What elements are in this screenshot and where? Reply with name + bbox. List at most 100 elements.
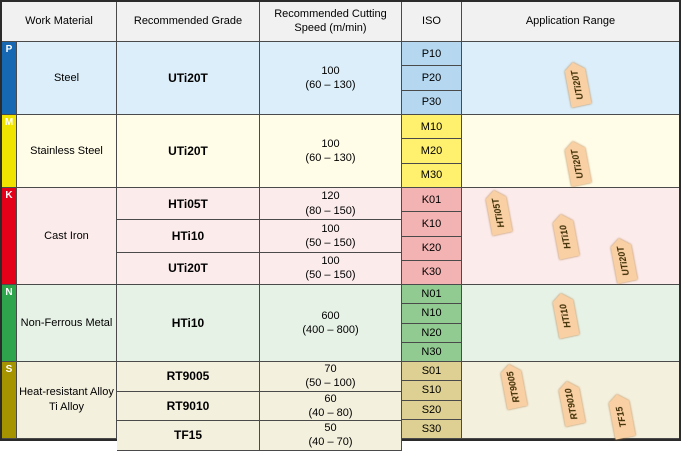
grade-cell: RT9010 bbox=[117, 391, 260, 422]
speed-value: 100 bbox=[321, 137, 340, 150]
grade-speed-block: HTi05T 120 (80 – 150) HTi10 100 (50 – 150) UTi… bbox=[117, 188, 402, 285]
grade-marker-HTi05T: HTi05T bbox=[483, 188, 514, 236]
cutting-speed-cell: 600 (400 – 800) bbox=[260, 285, 402, 362]
iso-cell-M20: M20 bbox=[402, 139, 462, 164]
grade-speed-block: UTi20T 100 (60 – 130) bbox=[117, 115, 402, 188]
grade-row: UTi20T 100 (60 – 130) bbox=[117, 42, 402, 115]
material-group-P: P Steel UTi20T 100 (60 – 130) P10 P20 P30 UTi20T bbox=[2, 42, 679, 115]
speed-value: 600 bbox=[321, 309, 340, 322]
speed-range: (40 – 80) bbox=[308, 406, 353, 419]
iso-class-tab-K: K bbox=[2, 188, 17, 285]
grade-cell: UTi20T bbox=[117, 252, 260, 285]
speed-value: 60 bbox=[324, 392, 337, 405]
grade-row: HTi10 600 (400 – 800) bbox=[117, 285, 402, 362]
iso-cell-N30: N30 bbox=[402, 342, 462, 362]
cutting-speed-cell: 70 (50 – 100) bbox=[260, 362, 402, 392]
table-header-row: Work Material Recommended Grade Recommen… bbox=[2, 2, 679, 42]
application-range-cell: UTi20T bbox=[462, 42, 679, 115]
iso-cell-N01: N01 bbox=[402, 285, 462, 305]
work-material-cell: Cast Iron bbox=[17, 188, 117, 285]
cutting-speed-cell: 100 (50 – 150) bbox=[260, 220, 402, 253]
iso-column: M10 M20 M30 bbox=[402, 115, 462, 188]
grade-marker-HTi10: HTi10 bbox=[550, 212, 581, 260]
grade-cell: HTi10 bbox=[117, 220, 260, 253]
cutting-speed-cell: 50 (40 – 70) bbox=[260, 421, 402, 451]
grade-marker-HTi10: HTi10 bbox=[550, 291, 581, 339]
speed-value: 120 bbox=[321, 190, 340, 203]
grade-row: UTi20T 100 (60 – 130) bbox=[117, 115, 402, 188]
iso-cell-N20: N20 bbox=[402, 323, 462, 343]
work-material-cell: Stainless Steel bbox=[17, 115, 117, 188]
grade-cell: UTi20T bbox=[117, 42, 260, 115]
iso-column: K01 K10 K20 K30 bbox=[402, 188, 462, 285]
grade-marker-UTi20T: UTi20T bbox=[562, 60, 593, 108]
speed-range: (60 – 130) bbox=[305, 79, 356, 91]
iso-cell-S10: S10 bbox=[402, 381, 462, 401]
work-material-cell: Steel bbox=[17, 42, 117, 115]
iso-class-tab-S: S bbox=[2, 362, 17, 439]
application-range-cell: UTi20T bbox=[462, 115, 679, 188]
grade-row: HTi05T 120 (80 – 150) bbox=[117, 188, 402, 221]
iso-cell-K30: K30 bbox=[402, 260, 462, 285]
iso-cell-K10: K10 bbox=[402, 212, 462, 237]
grade-marker-UTi20T: UTi20T bbox=[608, 236, 639, 284]
grade-marker-TF15: TF15 bbox=[606, 392, 637, 440]
grade-row: TF15 50 (40 – 70) bbox=[117, 421, 402, 451]
grade-speed-block: HTi10 600 (400 – 800) bbox=[117, 285, 402, 362]
grade-cell: UTi20T bbox=[117, 115, 260, 188]
header-cutting-speed: Recommended Cutting Speed (m/min) bbox=[260, 2, 402, 42]
application-range-cell: HTi05T HTi10 UTi20T bbox=[462, 188, 679, 285]
grade-marker-UTi20T: UTi20T bbox=[562, 139, 593, 187]
application-range-cell: HTi10 bbox=[462, 285, 679, 362]
iso-cell-P10: P10 bbox=[402, 42, 462, 67]
iso-cell-S30: S30 bbox=[402, 419, 462, 439]
work-material-cell: Non-Ferrous Metal bbox=[17, 285, 117, 362]
speed-value: 70 bbox=[324, 363, 337, 375]
grade-cell: TF15 bbox=[117, 421, 260, 451]
iso-cell-S01: S01 bbox=[402, 362, 462, 382]
iso-cell-K20: K20 bbox=[402, 236, 462, 261]
iso-cell-P20: P20 bbox=[402, 66, 462, 91]
table-body: P Steel UTi20T 100 (60 – 130) P10 P20 P30 UTi20T… bbox=[2, 42, 679, 451]
header-recommended-grade: Recommended Grade bbox=[117, 2, 260, 42]
iso-cell-N10: N10 bbox=[402, 304, 462, 324]
iso-column: S01 S10 S20 S30 bbox=[402, 362, 462, 439]
iso-cell-P30: P30 bbox=[402, 90, 462, 115]
speed-range: (400 – 800) bbox=[302, 324, 359, 336]
grade-row: UTi20T 100 (50 – 150) bbox=[117, 252, 402, 285]
cutting-speed-cell: 60 (40 – 80) bbox=[260, 391, 402, 422]
grade-marker-RT9010: RT9010 bbox=[556, 379, 587, 427]
grade-row: HTi10 100 (50 – 150) bbox=[117, 220, 402, 253]
speed-range: (50 – 100) bbox=[305, 377, 356, 390]
iso-column: P10 P20 P30 bbox=[402, 42, 462, 115]
iso-cell-M30: M30 bbox=[402, 163, 462, 188]
header-application-range: Application Range bbox=[462, 2, 679, 42]
grade-cell: HTi10 bbox=[117, 285, 260, 362]
iso-class-tab-P: P bbox=[2, 42, 17, 115]
speed-range: (40 – 70) bbox=[308, 436, 353, 449]
grade-speed-block: UTi20T 100 (60 – 130) bbox=[117, 42, 402, 115]
speed-value: 50 bbox=[324, 422, 337, 435]
speed-value: 100 bbox=[321, 222, 340, 235]
material-group-K: K Cast Iron HTi05T 120 (80 – 150) HTi10 100 (50… bbox=[2, 188, 679, 285]
speed-value: 100 bbox=[321, 255, 340, 268]
speed-range: (80 – 150) bbox=[305, 204, 356, 217]
material-group-S: S Heat-resistant Alloy Ti Alloy RT9005 70 (5… bbox=[2, 362, 679, 451]
iso-class-tab-M: M bbox=[2, 115, 17, 188]
iso-cell-K01: K01 bbox=[402, 188, 462, 213]
grade-cell: HTi05T bbox=[117, 188, 260, 221]
speed-range: (50 – 150) bbox=[305, 236, 356, 249]
cutting-speed-cell: 100 (50 – 150) bbox=[260, 252, 402, 285]
application-range-cell: RT9005 RT9010 TF15 bbox=[462, 362, 679, 439]
header-iso: ISO bbox=[402, 2, 462, 42]
material-group-M: M Stainless Steel UTi20T 100 (60 – 130) M10 M2… bbox=[2, 115, 679, 188]
iso-column: N01 N10 N20 N30 bbox=[402, 285, 462, 362]
speed-value: 100 bbox=[321, 64, 340, 77]
iso-class-tab-N: N bbox=[2, 285, 17, 362]
iso-cell-M10: M10 bbox=[402, 115, 462, 140]
cutting-speed-cell: 100 (60 – 130) bbox=[260, 115, 402, 188]
header-work-material: Work Material bbox=[2, 2, 117, 42]
work-material-cell: Heat-resistant Alloy Ti Alloy bbox=[17, 362, 117, 439]
speed-range: (60 – 130) bbox=[305, 152, 356, 164]
